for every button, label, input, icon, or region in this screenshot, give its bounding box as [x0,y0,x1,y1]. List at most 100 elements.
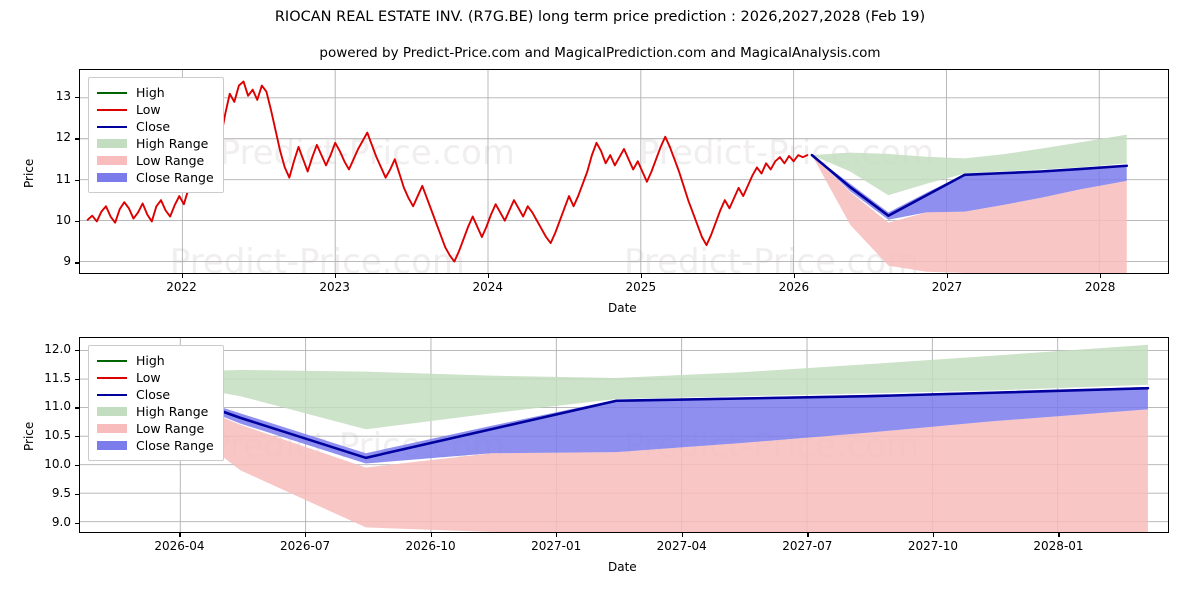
band-high-range [115,344,1148,430]
legend-item-low-range: Low Range [97,152,214,169]
legend-label: Low [136,370,161,385]
x-tick-label: 2026-10 [405,539,456,553]
x-tick-label: 2027 [931,280,963,294]
x-axis-label-top: Date [608,301,637,315]
legend-item-close-range: Close Range [97,169,214,186]
x-tick-label: 2023 [319,280,350,294]
x-tick-label: 2025 [625,280,657,294]
legend-label: High Range [136,136,209,151]
x-tick-mark [1100,274,1102,278]
x-tick-mark [334,274,336,278]
y-tick-label: 10.5 [44,428,71,443]
legend-item-close-range: Close Range [97,437,214,454]
x-tick-label: 2028-01 [1033,539,1084,553]
y-tick-label: 10.0 [44,456,71,471]
y-tick-mark [75,138,79,140]
legend-swatch-low-range-icon [97,155,127,166]
y-tick-mark [75,407,79,409]
legend-swatch-close-icon [97,389,127,400]
band-low-range [811,155,1127,273]
x-tick-label: 2028 [1084,280,1116,294]
legend-swatch-close-range-icon [97,172,127,183]
legend-swatch-close-icon [97,121,127,132]
legend-swatch-high-icon [97,355,127,366]
y-tick-label: 9 [63,254,71,269]
y-tick-label: 11.0 [44,399,71,414]
legend-swatch-high-icon [97,87,127,98]
y-tick-label: 9.0 [51,514,71,529]
x-tick-mark [947,274,949,278]
y-tick-mark [75,179,79,182]
x-tick-label: 2027-10 [907,539,958,553]
legend-label: Close [136,119,171,134]
legend-item-low-range: Low Range [97,420,214,437]
x-tick-label: 2024 [472,280,504,294]
y-tick-label: 12 [55,130,71,145]
x-tick-label: 2022 [166,280,197,294]
legend-swatch-low-icon [97,104,127,115]
x-tick-mark [181,274,183,278]
watermark-text: Predict-Price.com [170,242,465,273]
y-tick-mark [75,522,79,524]
band-high-range [811,134,1127,196]
legend-item-low: Low [97,101,214,118]
legend-label: Close [136,387,171,402]
legend-label: Close Range [136,170,214,185]
y-tick-mark [75,221,79,223]
y-tick-label: 10 [55,213,71,228]
legend-item-close: Close [97,386,214,403]
x-tick-label: 2026-07 [279,539,331,553]
legend-item-high: High [97,352,214,369]
y-tick-label: 11 [55,171,71,186]
watermark-text: Predict-Price.com [220,133,515,172]
top-chart-plot-area: Predict-Price.com Predict-Price.com Predic… [79,69,1169,274]
x-tick-mark [430,533,432,537]
x-tick-mark [640,274,643,278]
legend-item-low: Low [97,369,214,386]
x-axis-label-bottom: Date [608,560,637,574]
legend-item-high: High [97,84,214,101]
legend-label: Close Range [136,438,214,453]
series-line-close [113,372,1150,460]
y-tick-mark [75,349,79,351]
series-line-close [810,153,1129,217]
legend-label: Low Range [136,421,205,436]
x-tick-label: 2026 [778,280,810,294]
legend-item-high-range: High Range [97,403,214,420]
y-tick-label: 9.5 [51,485,71,500]
x-tick-label: 2027-04 [656,539,707,553]
legend-label: Low [136,102,161,117]
legend-swatch-high-range-icon [97,406,127,417]
x-tick-mark [305,533,307,537]
x-tick-mark [179,533,181,537]
watermark-text: Predict-Price.com [624,242,919,273]
legend-bottom: High Low Close High Range Low Range Close Ran… [88,345,224,461]
x-tick-mark [487,274,490,278]
y-tick-label: 11.5 [44,370,71,385]
x-tick-mark [793,274,796,278]
legend-label: High [136,353,165,368]
y-tick-mark [75,464,79,467]
y-tick-label: 12.0 [44,341,71,356]
legend-label: High Range [136,404,209,419]
x-tick-label: 2026-04 [154,539,205,553]
page-title: RIOCAN REAL ESTATE INV. (R7G.BE) long te… [274,9,926,25]
y-tick-label: 13 [55,89,71,104]
x-tick-label: 2027-07 [782,539,833,553]
legend-label: Low Range [136,153,205,168]
legend-swatch-low-icon [97,372,127,383]
y-tick-mark [75,378,79,380]
y-tick-mark [75,436,79,438]
x-tick-label: 2027-01 [531,539,582,553]
legend-label: High [136,85,165,100]
x-tick-mark [556,533,558,537]
y-tick-mark [75,97,79,99]
legend-item-close: Close [97,118,214,135]
legend-top: High Low Close High Range Low Range Close Ran… [88,77,224,193]
legend-swatch-close-range-icon [97,440,127,451]
x-tick-mark [932,533,935,537]
legend-swatch-low-range-icon [97,423,127,434]
x-tick-mark [1058,533,1060,537]
